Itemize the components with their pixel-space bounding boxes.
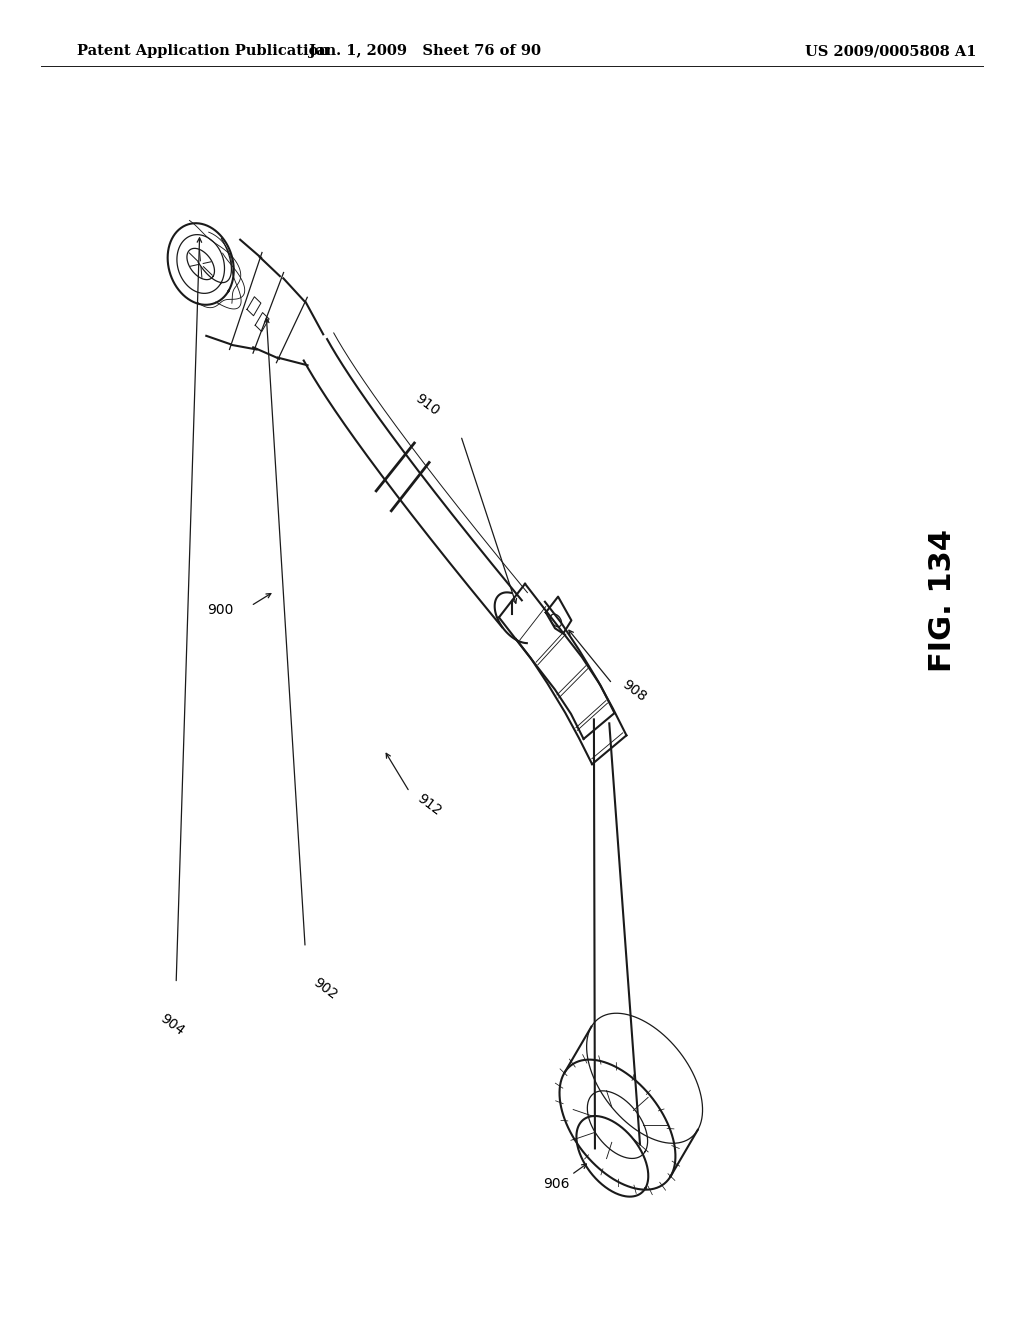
Text: 906: 906 [543, 1177, 569, 1191]
Text: US 2009/0005808 A1: US 2009/0005808 A1 [805, 45, 977, 58]
Text: 908: 908 [620, 677, 649, 704]
Text: 904: 904 [158, 1011, 186, 1038]
Text: 900: 900 [207, 603, 233, 616]
Text: 910: 910 [413, 392, 442, 418]
Text: 912: 912 [415, 792, 444, 818]
Text: Patent Application Publication: Patent Application Publication [77, 45, 329, 58]
Text: Jan. 1, 2009   Sheet 76 of 90: Jan. 1, 2009 Sheet 76 of 90 [309, 45, 541, 58]
Text: FIG. 134: FIG. 134 [928, 529, 956, 672]
Text: 902: 902 [310, 975, 340, 1002]
